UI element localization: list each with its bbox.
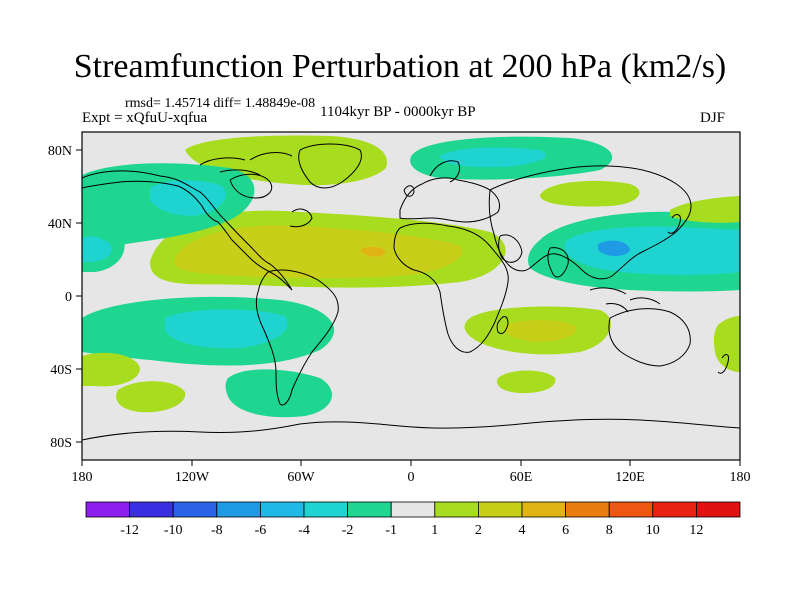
rmsd-diff-stats: rmsd= 1.45714 diff= 1.48849e-08 [125, 96, 316, 111]
colorbar-label-10: 6 [562, 523, 569, 538]
x-tick-label-180e: 180 [730, 470, 751, 485]
coastline-australia [608, 308, 691, 367]
coastline-southeast-asia-islands [589, 287, 661, 313]
negative-region-south-pacific-inner [165, 309, 288, 349]
colorbar-label-4: -4 [298, 523, 310, 538]
colorbar-label-11: 8 [606, 523, 613, 538]
colorbar-box-5 [303, 501, 348, 518]
y-tick-label-0: 0 [65, 290, 72, 305]
colorbar-label-13: 12 [689, 523, 703, 538]
colorbar-label-6: -1 [385, 523, 397, 538]
coastline-antarctica [82, 418, 740, 441]
colorbar-label-8: 2 [475, 523, 482, 538]
colorbar-box-3 [216, 501, 261, 518]
colorbar-box-4 [259, 501, 305, 518]
negative-region-east-asia-core [598, 240, 630, 256]
period-label: 1104kyr BP - 0000kyr BP [320, 104, 476, 120]
coastline-madagascar [496, 316, 509, 335]
experiment-label: Expt = xQfuU-xqfua [82, 110, 208, 126]
colorbar-box-6 [347, 501, 392, 518]
colorbar-box-14 [696, 501, 741, 518]
positive-region-atlantic-core [360, 246, 386, 257]
colorbar-label-3: -6 [255, 523, 267, 538]
x-tick-label-0: 0 [408, 470, 415, 485]
colorbar-label-0: -12 [120, 523, 139, 538]
season-label: DJF [700, 110, 726, 126]
negative-region-drake-passage [225, 369, 332, 418]
coastline-africa [393, 222, 509, 353]
coastline-scandinavia [429, 160, 461, 183]
colorbar-label-12: 10 [646, 523, 660, 538]
colorbar-box-2 [172, 501, 218, 518]
coastline-british-isles [403, 185, 415, 197]
x-axis-ticks [81, 460, 741, 466]
x-tick-label-60w: 60W [287, 470, 315, 485]
coastline-hudson-bay [229, 173, 273, 199]
coastline-east-us [289, 208, 313, 228]
coastline-new-zealand [717, 354, 729, 374]
negative-region-north-pacific-inner [150, 180, 226, 216]
colorbar-box-13 [652, 501, 697, 518]
colorbar-label-9: 4 [519, 523, 526, 538]
colorbar-box-8 [434, 501, 479, 518]
coastlines [82, 143, 740, 441]
coastline-greenland [298, 143, 362, 189]
x-tick-label-180w: 180 [72, 470, 93, 485]
coastline-europe [399, 177, 501, 223]
x-tick-label-120e: 120E [615, 470, 645, 485]
coastline-asia [488, 165, 692, 280]
colorbar-box-9 [477, 501, 523, 518]
x-axis-labels: 180 120W 60W 0 60E 120E 180 [72, 470, 751, 485]
coastline-japan [667, 214, 681, 234]
negative-region-east-asia-inner [564, 226, 740, 275]
colorbar [85, 501, 741, 518]
colorbar-labels: -12 -10 -8 -6 -4 -2 -1 1 2 4 6 8 10 12 [120, 523, 703, 538]
coastline-north-america [82, 170, 293, 291]
positive-region-west-pacific [713, 316, 740, 372]
y-axis-ticks [76, 149, 82, 443]
y-tick-label-80s: 80S [50, 436, 72, 451]
coastline-south-america [255, 269, 339, 406]
coastline-arabia [498, 234, 523, 263]
colorbar-box-11 [565, 501, 610, 518]
positive-region-south-pacific-mid-2 [116, 381, 186, 413]
y-axis-labels: 80N 40N 0 40S 80S [48, 144, 72, 451]
positive-region-south-pacific-mid [82, 352, 140, 387]
coastline-india [547, 247, 569, 278]
y-tick-label-80n: 80N [48, 144, 72, 159]
colorbar-box-1 [129, 501, 174, 518]
colorbar-box-0 [85, 501, 130, 518]
colorbar-label-2: -8 [211, 523, 223, 538]
negative-region-central-pacific-inner [82, 236, 112, 262]
x-tick-label-120w: 120W [175, 470, 210, 485]
colorbar-box-12 [608, 501, 654, 518]
y-tick-label-40n: 40N [48, 217, 72, 232]
positive-region-central-asia [540, 180, 640, 207]
colorbar-label-5: -2 [342, 523, 354, 538]
colorbar-box-7 [390, 501, 436, 518]
map-title: Streamfunction Perturbation at 200 hPa (… [73, 48, 727, 85]
coastline-arctic-islands [199, 152, 293, 176]
positive-region-southern-ocean [497, 370, 556, 394]
contour-field [82, 132, 740, 460]
colorbar-box-10 [521, 501, 566, 518]
positive-region-atlantic-inner [174, 225, 463, 279]
positive-region-south-indian-inner [504, 320, 577, 342]
x-tick-label-60e: 60E [510, 470, 533, 485]
colorbar-label-7: 1 [431, 523, 438, 538]
y-tick-label-40s: 40S [50, 363, 72, 378]
negative-region-arctic-eurasia-inner [440, 147, 546, 168]
positive-region-northwest-pacific [670, 196, 740, 223]
colorbar-label-1: -10 [164, 523, 183, 538]
